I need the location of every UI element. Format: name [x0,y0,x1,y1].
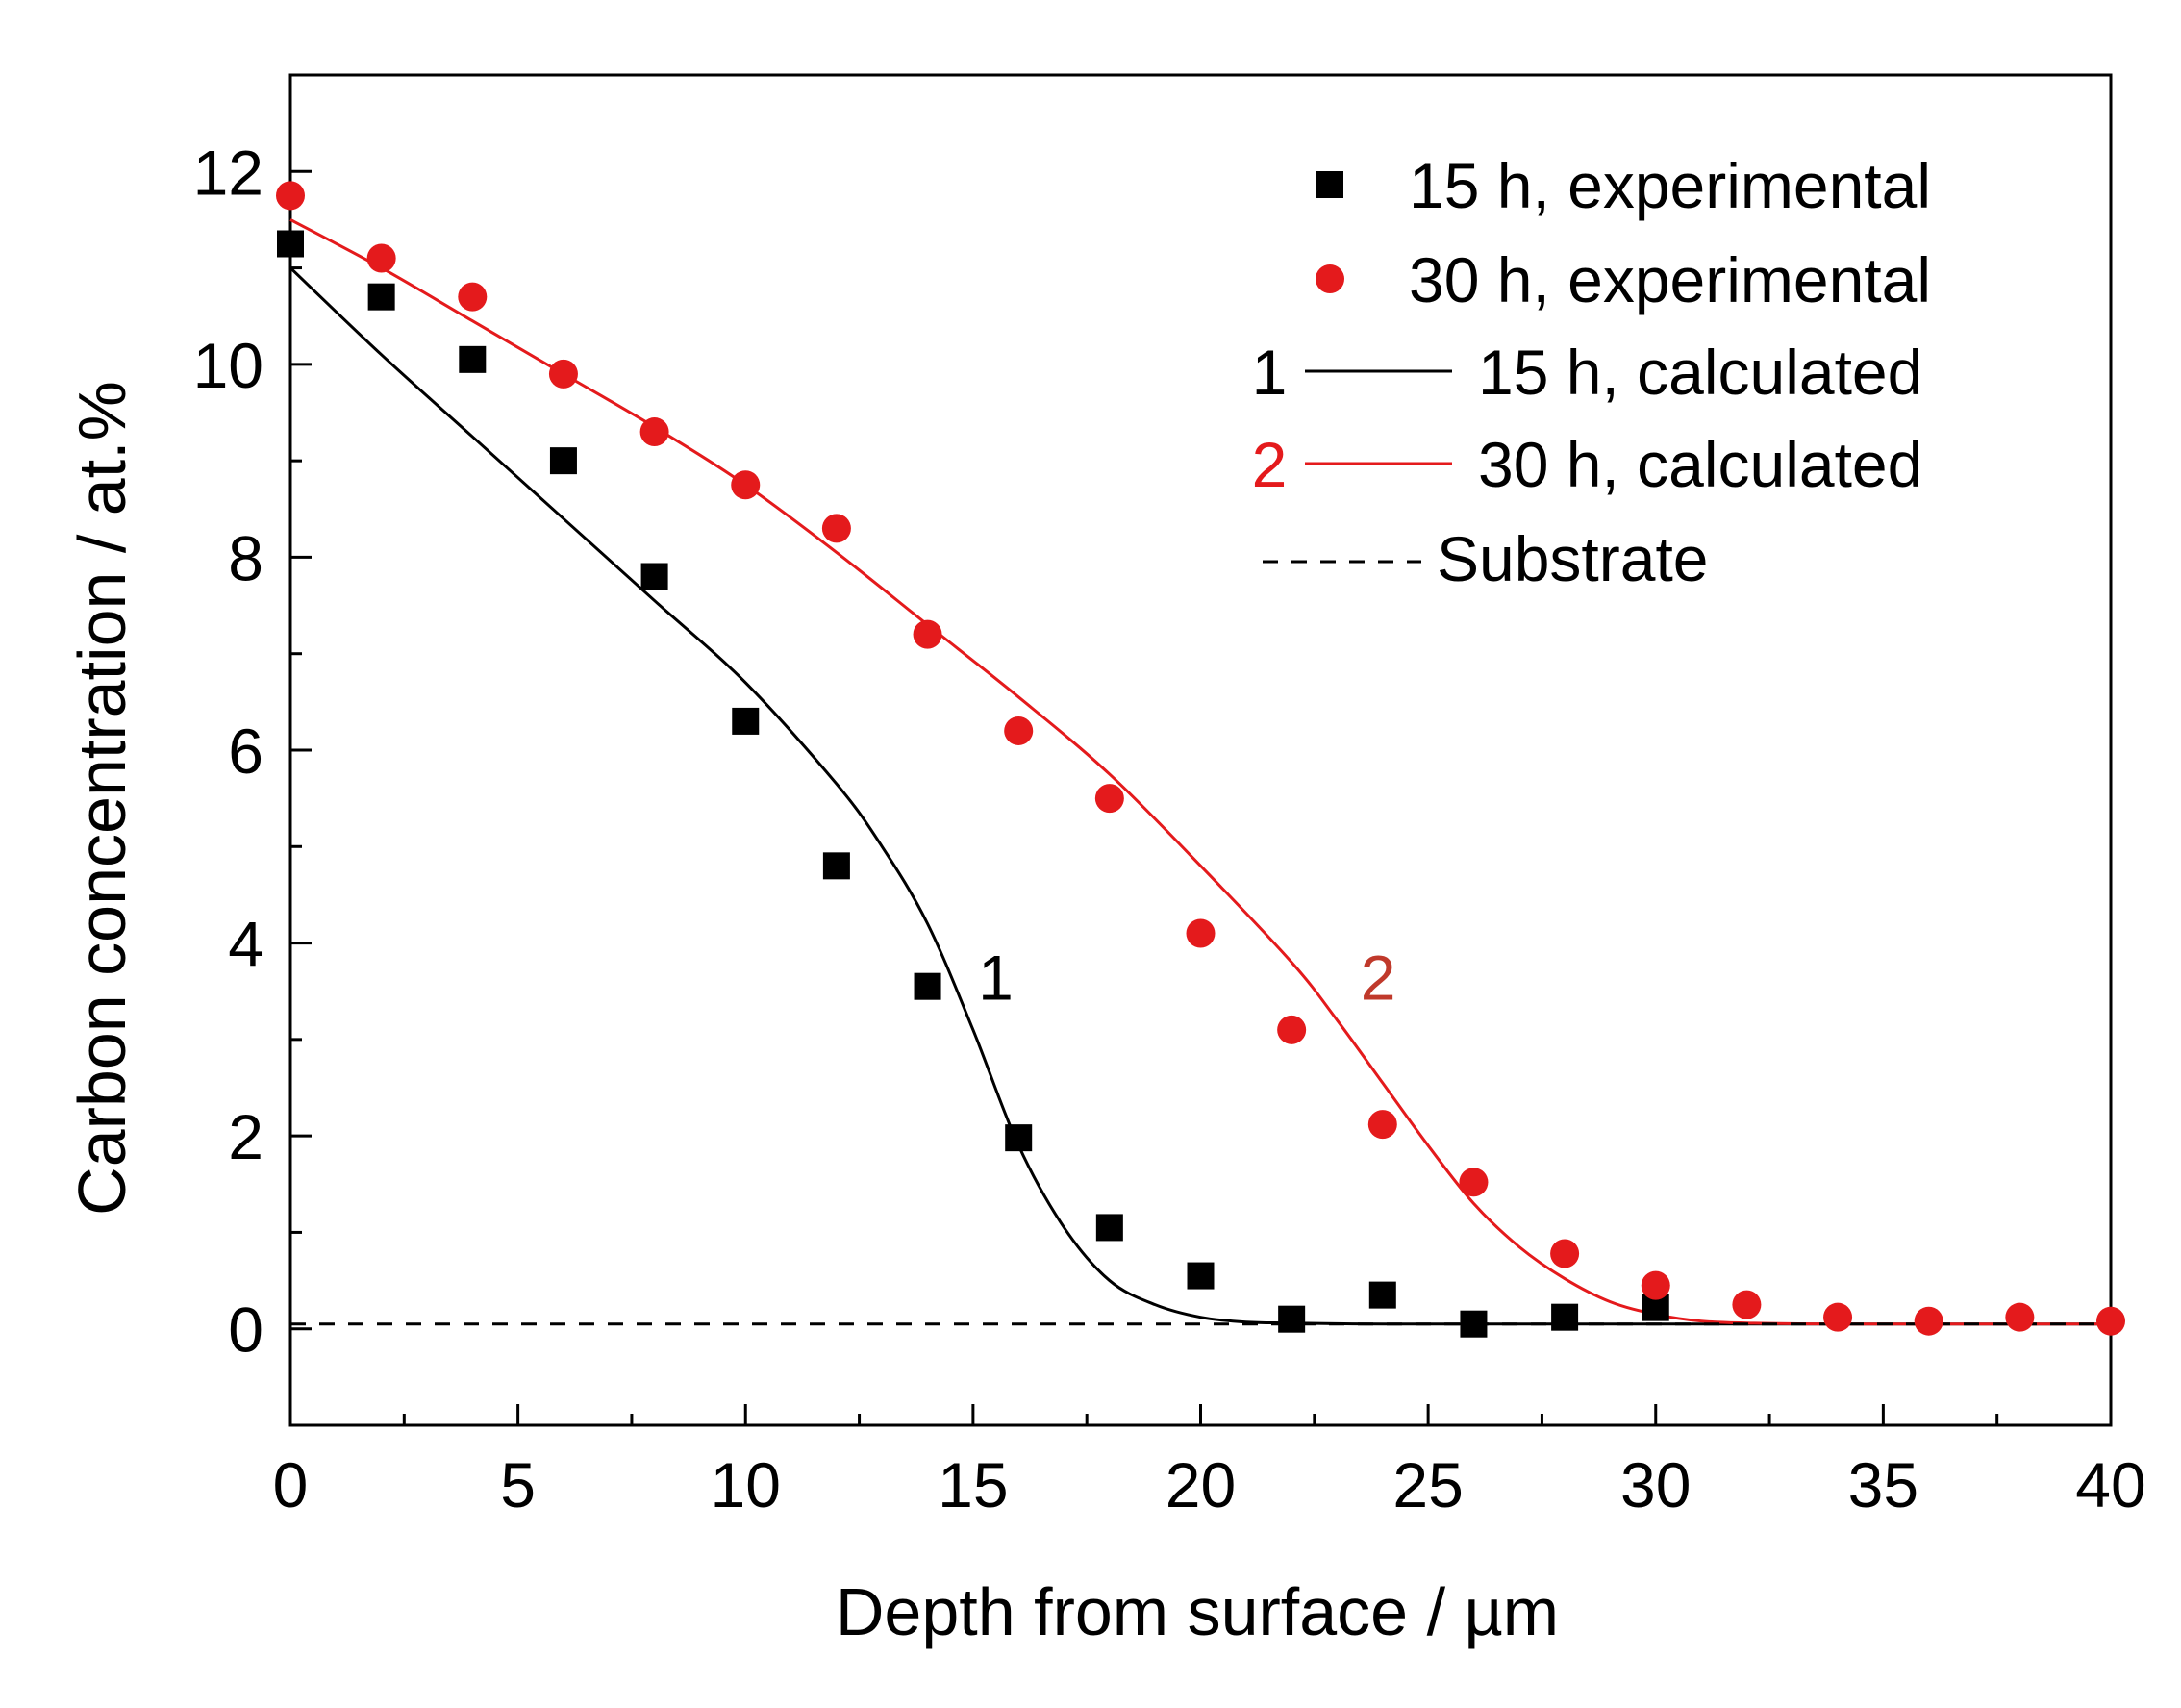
y-tick-label: 0 [228,1294,263,1366]
data-point-30h [2005,1302,2035,1332]
data-point-15h [549,447,577,475]
data-point-30h [1550,1239,1580,1268]
data-point-15h [1005,1124,1033,1152]
legend-item: 30 h, experimental [1316,244,1931,315]
data-point-15h [822,852,850,880]
data-point-15h [1278,1305,1306,1333]
series-lines [288,218,2112,1326]
data-point-15h [459,345,487,373]
y-tick-label: 6 [228,716,263,787]
data-point-30h [1823,1302,1853,1332]
data-point-30h [639,417,669,447]
y-tick-label: 10 [193,330,263,401]
legend-label: Substrate [1437,523,1709,594]
y-tick-label: 4 [228,909,263,980]
data-point-30h [1277,1015,1307,1044]
data-point-15h [277,230,304,258]
data-point-30h [1914,1306,1943,1336]
data-point-15h [732,707,760,735]
legend-square-marker [1316,171,1343,198]
data-point-30h [1459,1168,1489,1197]
data-point-30h [1732,1290,1762,1319]
data-point-15h [640,563,668,590]
legend-label: 30 h, experimental [1409,244,1931,315]
data-point-15h [1095,1214,1123,1242]
data-point-30h [913,619,942,649]
data-point-30h [1094,784,1124,814]
x-tick-label: 40 [2075,1449,2145,1520]
x-tick-label: 0 [273,1449,309,1520]
data-point-30h [1641,1270,1670,1300]
legend-circle-marker [1316,264,1344,293]
calculated-curve-2 [289,218,2112,1326]
data-point-30h [1004,716,1034,745]
curve-label-2: 2 [1361,942,1396,1014]
data-point-15h [914,972,941,1000]
x-tick-label: 30 [1620,1449,1691,1520]
calculated-curve-1 [288,266,2111,1326]
legend-curve-number: 1 [1252,337,1288,408]
curve-label-1: 1 [978,942,1014,1014]
data-point-30h [731,470,761,500]
series-points [276,181,2125,1338]
data-point-15h [1551,1303,1579,1331]
x-tick-label: 25 [1392,1449,1463,1520]
x-tick-label: 10 [711,1449,781,1520]
data-point-15h [1187,1262,1215,1290]
legend-item: 2 30 h, calculated [1252,429,1923,500]
y-tick-label: 8 [228,522,263,593]
data-point-30h [366,243,396,273]
legend-label: 30 h, calculated [1478,429,1922,500]
legend-item: 1 15 h, calculated [1252,337,1923,408]
data-point-30h [458,282,488,312]
x-tick-label: 15 [938,1449,1008,1520]
legend-label: 15 h, experimental [1409,150,1931,221]
legend-item: 15 h, experimental [1316,150,1931,221]
x-tick-label: 5 [500,1449,536,1520]
data-point-30h [1367,1110,1397,1140]
legend-item: Substrate [1263,523,1709,594]
x-axis-label: Depth from surface / µm [836,1574,1559,1649]
y-axis-label: Carbon concentration / at.% [64,381,139,1216]
legend-curve-number: 2 [1252,429,1288,500]
data-point-15h [367,283,395,311]
legend: 15 h, experimental 30 h, experimental 1 15 … [1252,150,1931,594]
data-point-30h [2096,1306,2125,1336]
y-tick-label: 12 [193,137,263,208]
y-tick-label: 2 [228,1101,263,1172]
data-point-30h [276,181,305,211]
data-point-30h [548,359,578,389]
x-tick-label: 35 [1848,1449,1918,1520]
legend-label: 15 h, calculated [1478,337,1922,408]
data-point-15h [1460,1310,1488,1338]
data-point-15h [1368,1281,1396,1309]
x-tick-label: 20 [1166,1449,1236,1520]
data-point-30h [1186,918,1216,948]
data-point-30h [821,514,851,543]
